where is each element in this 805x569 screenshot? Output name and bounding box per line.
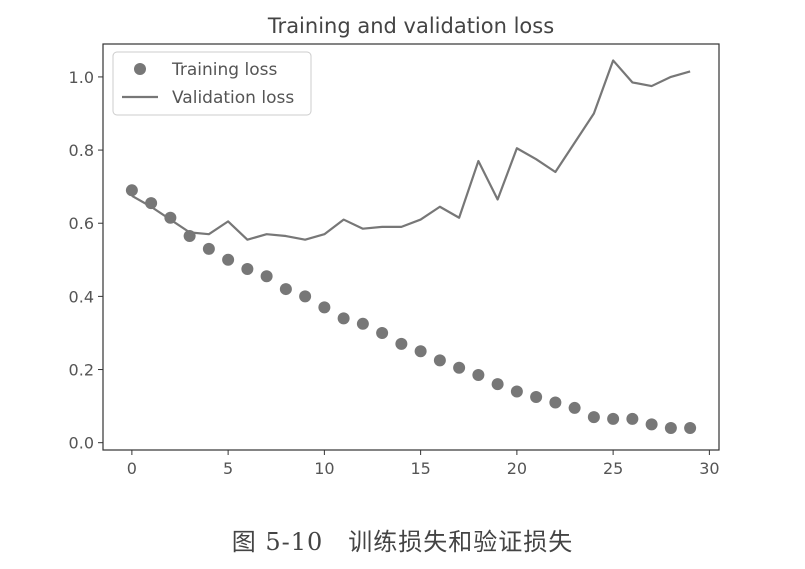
- legend-marker-training: [134, 63, 146, 75]
- x-tick-label: 10: [314, 459, 334, 478]
- training-loss-point: [587, 411, 600, 424]
- training-loss-point: [414, 345, 427, 358]
- x-tick-label: 30: [699, 459, 719, 478]
- y-tick-label: 0.4: [69, 287, 94, 306]
- training-loss-point: [260, 270, 273, 283]
- x-tick-label: 15: [410, 459, 430, 478]
- chart: Training and validation loss 0 5 10 15 20 25 3…: [69, 14, 720, 478]
- training-loss-point: [491, 378, 504, 391]
- training-loss-point: [202, 242, 215, 255]
- training-loss-point: [453, 361, 466, 374]
- training-loss-point: [376, 326, 389, 339]
- training-loss-point: [510, 385, 523, 398]
- plot-frame: [102, 43, 720, 451]
- y-tick-label: 0.8: [69, 141, 94, 160]
- training-loss-point: [337, 312, 350, 325]
- training-loss-point: [356, 317, 369, 330]
- x-tick-label: 20: [507, 459, 527, 478]
- training-loss-point: [222, 253, 235, 266]
- x-tick-label: 0: [127, 459, 137, 478]
- training-loss-point: [299, 290, 312, 303]
- training-loss-point: [645, 418, 658, 431]
- validation-loss-line: [131, 59, 691, 241]
- training-loss-point: [125, 184, 138, 197]
- training-loss-point: [241, 262, 254, 275]
- y-tick-label: 1.0: [69, 68, 94, 87]
- legend: Training loss Validation loss: [112, 51, 312, 116]
- legend-box: [112, 51, 312, 116]
- training-loss-point: [684, 422, 697, 435]
- training-loss-point: [607, 412, 620, 425]
- training-loss-point: [318, 301, 331, 314]
- training-loss-point: [433, 354, 446, 367]
- x-tick-label: 25: [603, 459, 623, 478]
- training-loss-point: [395, 337, 408, 350]
- legend-label-validation: Validation loss: [172, 88, 294, 108]
- y-tick-label: 0.6: [69, 214, 94, 233]
- legend-label-training: Training loss: [171, 60, 277, 80]
- y-tick-label: 0.2: [69, 361, 94, 380]
- training-loss-point: [664, 422, 677, 435]
- x-tick-label: 5: [223, 459, 233, 478]
- training-loss-point: [626, 412, 639, 425]
- training-loss-point: [279, 283, 292, 296]
- chart-title: Training and validation loss: [267, 14, 554, 38]
- training-loss-point: [549, 396, 562, 409]
- training-loss-point: [568, 401, 581, 414]
- figure-caption: 图 5-10 训练损失和验证损失: [231, 528, 574, 556]
- y-tick-label: 0.0: [69, 434, 94, 453]
- training-loss-point: [530, 390, 543, 403]
- training-loss-point: [472, 369, 485, 382]
